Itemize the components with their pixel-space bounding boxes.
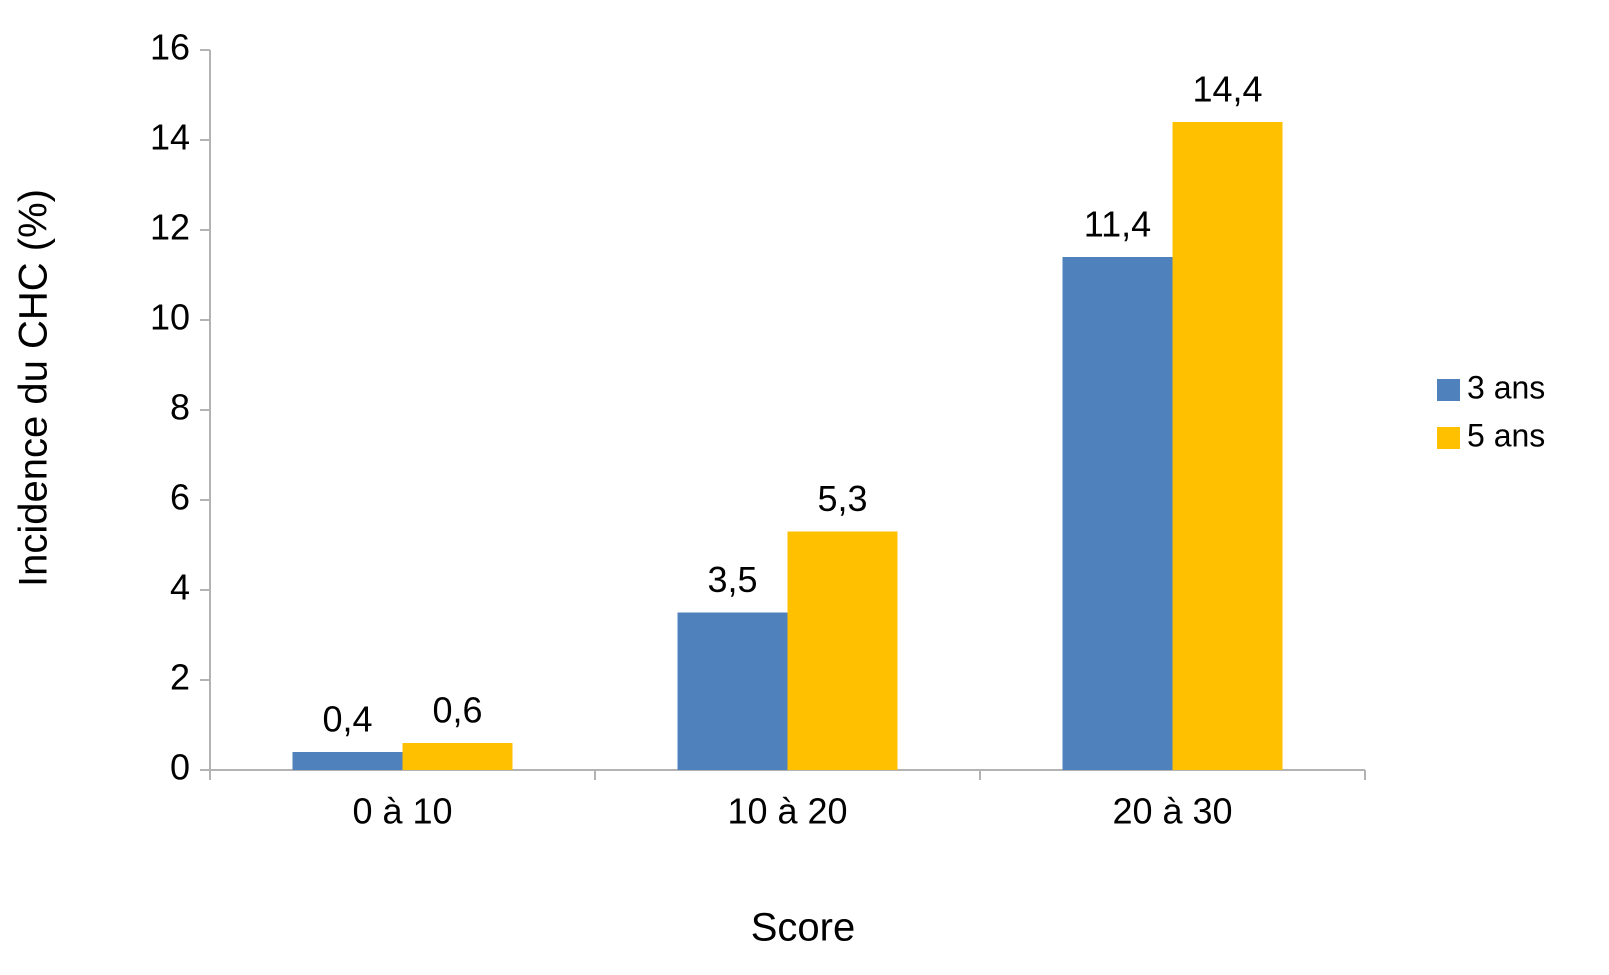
legend-swatch: [1437, 379, 1460, 401]
x-tick-label: 0 à 10: [352, 791, 452, 832]
legend-swatch: [1437, 427, 1460, 449]
value-label: 3,5: [707, 559, 757, 600]
y-tick-label: 16: [150, 27, 190, 68]
x-tick-label: 10 à 20: [727, 791, 847, 832]
bar: [1172, 122, 1283, 770]
y-tick-label: 14: [150, 117, 190, 158]
y-tick-label: 10: [150, 297, 190, 338]
bar: [292, 752, 403, 770]
value-label: 0,6: [432, 690, 482, 731]
x-tick-label: 20 à 30: [1112, 791, 1232, 832]
y-tick-label: 2: [170, 657, 190, 698]
bar: [402, 743, 513, 770]
legend-label: 5 ans: [1467, 417, 1545, 453]
y-tick-label: 0: [170, 747, 190, 788]
legend-label: 3 ans: [1467, 369, 1545, 405]
y-tick-label: 12: [150, 207, 190, 248]
value-label: 5,3: [817, 478, 867, 519]
value-label: 11,4: [1084, 204, 1151, 245]
x-axis-title: Score: [751, 906, 856, 950]
bar: [1062, 257, 1173, 770]
y-tick-label: 6: [170, 477, 190, 518]
bar: [677, 612, 788, 770]
y-tick-label: 8: [170, 387, 190, 428]
bar: [787, 531, 898, 770]
y-tick-label: 4: [170, 567, 190, 608]
value-label: 0,4: [322, 699, 372, 740]
value-label: 14,4: [1192, 69, 1262, 110]
y-axis-title: Incidence du CHC (%): [12, 189, 56, 587]
